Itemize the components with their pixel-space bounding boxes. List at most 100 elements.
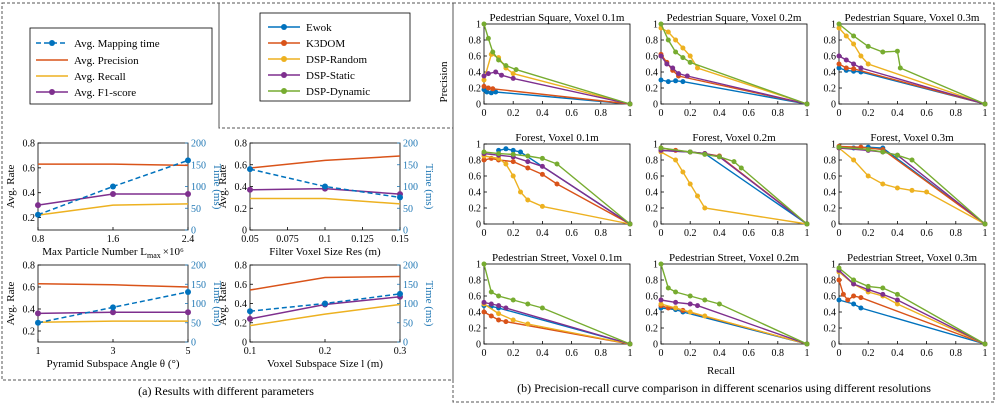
pr-chart-2-xtick-label: 0.4	[713, 108, 726, 119]
pr-chart-8-ytick-label: 0.2	[646, 324, 659, 335]
pr-chart-5-point-dsp-random	[687, 181, 693, 187]
pr-chart-7-ytick-label: 0	[476, 340, 481, 351]
param-chart-2-rtick-label: 100	[403, 182, 418, 193]
pr-chart-2-ytick-label: 1	[653, 20, 658, 31]
pr-chart-1-point-dsp-dynamic	[481, 21, 487, 27]
pr-chart-9: Pedestrian Street, Voxel 0.3m 0 0.2 0.4 0.6 0…	[824, 252, 988, 359]
param-chart-3-ytick-label: 0.4	[23, 305, 36, 316]
pr-chart-4-point-dsp-random	[539, 203, 545, 209]
pr-chart-1-point-dsp-static	[499, 72, 505, 78]
param-chart-2-ytick-label: 0	[242, 226, 247, 237]
pr-chart-5-ytick-label: 0.8	[646, 156, 659, 167]
param-chart-1-point-avg-mapping-time	[35, 211, 41, 218]
pr-chart-8-point-dsp-dynamic	[702, 297, 708, 303]
pr-chart-3-point-dsp-dynamic	[897, 65, 903, 71]
legend-b-marker-random	[281, 56, 287, 62]
pr-chart-4-point-dsp-dynamic	[481, 149, 487, 155]
pr-chart-9-line-dsp-static	[838, 269, 986, 345]
pr-chart-1-ytick-label: 0.2	[469, 84, 482, 95]
pr-chart-4-point-dsp-dynamic	[627, 221, 633, 227]
param-chart-2-ytick-label: 0.2	[235, 204, 248, 215]
param-chart-4-point-avg-mapping-time	[322, 300, 328, 307]
param-chart-3-xtick-label: 3	[111, 346, 116, 357]
param-chart-2-point-avg-mapping-time	[247, 166, 253, 173]
param-chart-4: 0 0.2 0.4 0.6 0.8 0 50 100 150 200 0.1 0.2 0.3 Avg. R…	[217, 261, 435, 371]
caption-a: (a) Results with different parameters	[138, 384, 314, 398]
pr-chart-3-xtick-label: 0.4	[891, 108, 904, 119]
pr-chart-3-xtick-label: 0.8	[950, 108, 963, 119]
pr-chart-1-point-ewok	[488, 90, 494, 96]
pr-chart-4-xtick-label: 0.2	[507, 228, 520, 239]
pr-chart-6-point-dsp-dynamic	[865, 147, 871, 153]
pr-chart-5-ytick-label: 0.2	[646, 204, 659, 215]
pr-chart-7-xtick-label: 0.8	[595, 348, 608, 359]
pr-chart-7-point-dsp-static	[496, 303, 502, 309]
pr-chart-9-xtick-label: 0	[837, 348, 842, 359]
pr-chart-5-xtick-label: 0.4	[713, 228, 726, 239]
param-chart-3-xlabel: Pyramid Subspace Angle θ (°)	[46, 358, 179, 370]
pr-chart-2-xtick-label: 0.2	[684, 108, 697, 119]
pr-chart-4-xtick-label: 0	[482, 228, 487, 239]
param-chart-1-xtick-label: 1.6	[107, 234, 120, 245]
pr-chart-8-point-dsp-dynamic	[716, 301, 722, 307]
pr-chart-1-xtick-label: 0.6	[565, 108, 578, 119]
pr-chart-7-point-dsp-dynamic	[539, 305, 545, 311]
pr-chart-9-point-dsp-dynamic	[851, 277, 857, 283]
pr-chart-1-xtick-label: 0	[482, 108, 487, 119]
pr-chart-1-point-dsp-static	[481, 73, 487, 79]
pr-chart-3-point-dsp-static	[851, 61, 857, 67]
pr-chart-7-point-dsp-dynamic	[525, 301, 531, 307]
pr-chart-2-xtick-label: 0.8	[772, 108, 785, 119]
pr-chart-2-point-dsp-dynamic	[680, 55, 686, 61]
pr-chart-4-xtick-label: 1	[628, 228, 633, 239]
pr-chart-5-xtick-label: 0.8	[772, 228, 785, 239]
pr-chart-2-point-dsp-dynamic	[665, 37, 671, 43]
param-chart-1-ylabel-right: Time (ms)	[211, 164, 223, 210]
pr-chart-7-point-k3dom	[496, 317, 502, 323]
pr-chart-2-ytick-label: 0.4	[646, 68, 659, 79]
pr-chart-9-point-dsp-dynamic	[865, 283, 871, 289]
pr-chart-3-ytick-label: 1	[831, 20, 836, 31]
param-chart-4-rtick-label: 100	[403, 299, 418, 310]
param-chart-4-ytick-label: 0.8	[235, 261, 248, 272]
pr-chart-9-xtick-label: 0.2	[862, 348, 875, 359]
param-chart-2-point-avg-f1-score	[247, 186, 253, 193]
param-chart-4-xlabel: Voxel Subspace Size l (m)	[267, 358, 383, 370]
legend-a-marker-f1	[49, 89, 55, 95]
pr-chart-6-point-dsp-dynamic	[909, 157, 915, 163]
pr-chart-1-point-dsp-dynamic	[513, 67, 519, 73]
pr-chart-2-xtick-label: 0.6	[742, 108, 755, 119]
param-chart-4-rtick-label: 0	[403, 338, 408, 349]
pr-chart-9-point-k3dom	[845, 297, 851, 303]
pr-chart-9-point-k3dom	[840, 291, 846, 297]
pr-chart-4-ytick-label: 0.6	[469, 172, 482, 183]
pr-chart-6-ytick-label: 1	[831, 140, 836, 151]
pr-chart-2-ytick-label: 0.8	[646, 36, 659, 47]
param-chart-2-rtick-label: 0	[403, 226, 408, 237]
pr-chart-6-xtick-label: 0.8	[950, 228, 963, 239]
pr-chart-7-xtick-label: 0.2	[507, 348, 520, 359]
pr-chart-7-point-dsp-static	[488, 301, 494, 307]
pr-chart-9-point-dsp-static	[880, 291, 886, 297]
param-chart-1-xlabel: Max Particle Number Lmax ×10⁶	[42, 246, 184, 260]
pr-chart-8-point-dsp-dynamic	[804, 341, 810, 347]
pr-chart-6-ytick-label: 0.8	[824, 156, 837, 167]
param-chart-3-point-avg-mapping-time	[110, 304, 116, 311]
pr-chart-9-point-dsp-static	[894, 297, 900, 303]
param-chart-2-ylabel: Avg. Rate	[217, 164, 229, 208]
pr-chart-3-title: Pedestrian Square, Voxel 0.3m	[845, 12, 980, 24]
pr-chart-2-point-dsp-random	[665, 29, 671, 35]
pr-chart-3-point-ewok	[836, 65, 842, 71]
param-chart-1-point-avg-mapping-time	[185, 157, 191, 164]
pr-chart-4-title: Forest, Voxel 0.1m	[515, 132, 599, 144]
pr-chart-2-point-ewok	[680, 79, 686, 85]
pr-chart-4-point-dsp-dynamic	[496, 151, 502, 157]
param-chart-3: 0.2 0.4 0.6 0.8 0 50 100 150 200 1 3 5 Avg. Rate Time…	[5, 261, 223, 371]
pr-chart-5-ytick-label: 0	[653, 220, 658, 231]
param-chart-2-ytick-label: 0.4	[235, 182, 248, 193]
pr-chart-1-title: Pedestrian Square, Voxel 0.1m	[490, 12, 625, 24]
pr-chart-2-ytick-label: 0.6	[646, 52, 659, 63]
pr-chart-8-ytick-label: 0	[653, 340, 658, 351]
pr-chart-2-ytick-label: 0	[653, 100, 658, 111]
